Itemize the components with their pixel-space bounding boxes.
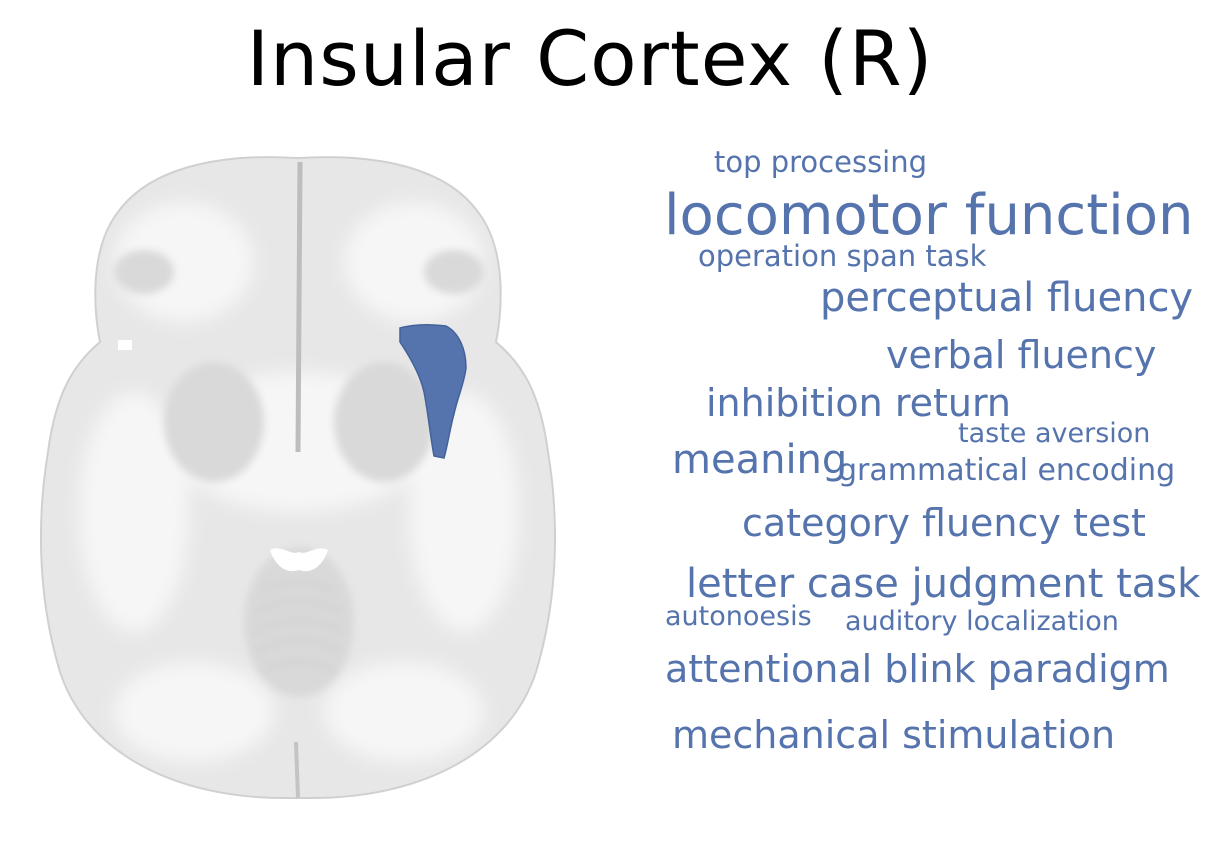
- brain-axial-slice: [39, 156, 557, 799]
- term-label: meaning: [672, 437, 848, 483]
- term-label: category fluency test: [742, 501, 1146, 545]
- term-label: letter case judgment task: [686, 561, 1201, 607]
- term-label: attentional blink paradigm: [665, 647, 1170, 691]
- ventricle-gap: [270, 548, 328, 572]
- term-label: locomotor function: [664, 183, 1194, 248]
- page-title: Insular Cortex (R): [246, 14, 934, 103]
- term-label: inhibition return: [706, 381, 1012, 425]
- term-label: autonoesis: [665, 601, 812, 632]
- insula-highlight: [399, 323, 467, 459]
- term-label: auditory localization: [845, 606, 1119, 637]
- midline-fissure: [295, 161, 303, 453]
- term-label: perceptual fluency: [820, 275, 1194, 321]
- term-label: grammatical encoding: [838, 453, 1176, 488]
- term-label: operation span task: [698, 239, 987, 273]
- term-label: mechanical stimulation: [672, 713, 1116, 757]
- term-label: taste aversion: [958, 418, 1151, 449]
- term-label: top processing: [714, 145, 928, 179]
- term-label: verbal fluency: [886, 333, 1157, 377]
